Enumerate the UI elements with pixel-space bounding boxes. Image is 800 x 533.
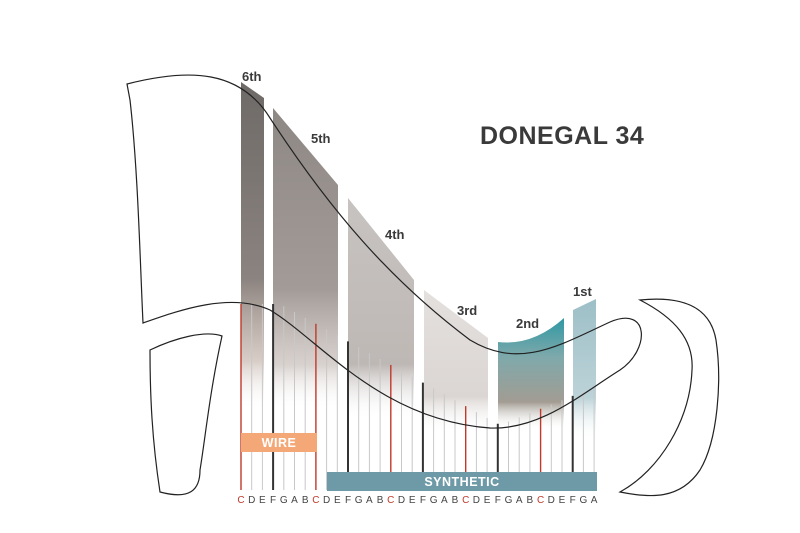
note-label: G [354, 495, 363, 506]
octave-label-3rd: 3rd [457, 303, 478, 318]
octave-6-column [241, 82, 264, 410]
note-label: D [322, 495, 331, 506]
octave-label-1st: 1st [573, 284, 592, 299]
note-label: B [451, 495, 459, 506]
note-label: E [333, 495, 341, 506]
note-label: B [301, 495, 309, 506]
note-label: G [429, 495, 438, 506]
harp-frame-outline [126, 74, 642, 429]
octave-4-column [348, 198, 414, 420]
wire-band: WIRE [241, 433, 317, 452]
synthetic-band: SYNTHETIC [327, 472, 597, 491]
note-label: E [483, 495, 491, 506]
note-label: D [248, 495, 256, 506]
harp-pillar-outline [149, 333, 223, 496]
note-label: C [387, 495, 395, 506]
harp-soundboard-outline [618, 298, 720, 497]
octave-label-5th: 5th [311, 131, 331, 146]
note-label: A [590, 495, 598, 506]
note-label: C [312, 495, 320, 506]
note-label: D [397, 495, 406, 506]
note-label: E [259, 495, 266, 506]
note-label: F [419, 495, 426, 506]
note-label: D [472, 495, 480, 506]
note-label: D [547, 495, 555, 506]
note-label: F [344, 495, 352, 506]
note-label: C [536, 495, 545, 506]
note-label: F [569, 495, 576, 506]
note-label: C [237, 495, 245, 506]
note-label: G [279, 495, 288, 506]
octave-5-column [273, 108, 338, 410]
octave-label-4th: 4th [385, 227, 405, 242]
note-label: A [366, 495, 373, 506]
note-label: E [558, 495, 566, 506]
page-title: DONEGAL 34 [480, 122, 645, 150]
note-label: B [526, 495, 534, 506]
note-label: F [270, 495, 277, 506]
octave-3-column [424, 290, 488, 432]
note-label: B [376, 495, 384, 506]
octave-label-6th: 6th [242, 69, 262, 84]
note-label: G [579, 495, 588, 506]
octave-label-2nd: 2nd [516, 316, 540, 331]
note-label: F [494, 495, 501, 506]
note-label: A [440, 495, 448, 506]
note-label: E [408, 495, 416, 506]
octave-2-column [498, 318, 564, 430]
note-label: A [515, 495, 523, 506]
octave-1-column [573, 299, 596, 440]
note-label: A [291, 495, 298, 506]
note-label: G [504, 495, 513, 506]
strings [240, 304, 595, 490]
note-label: C [462, 495, 470, 506]
